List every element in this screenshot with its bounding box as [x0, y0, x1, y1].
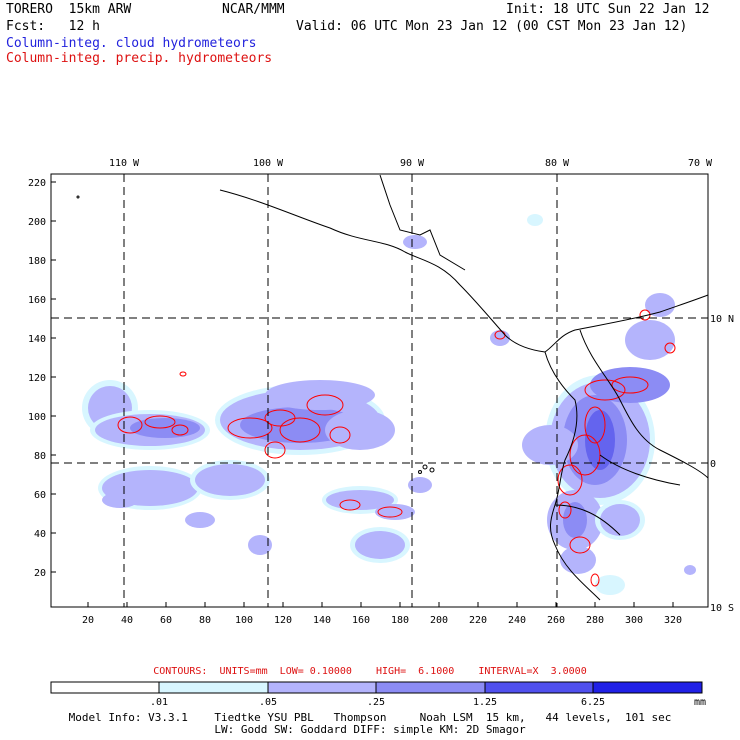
y-tick-label: 100: [28, 412, 46, 423]
lon-label: 80 W: [545, 158, 570, 169]
field-cloud-label: Column-integ. cloud hydrometeors: [6, 36, 257, 51]
x-tick-label: 280: [586, 615, 604, 626]
x-tick-label: 200: [430, 615, 448, 626]
x-tick-label: 120: [274, 615, 292, 626]
map-frame: [50, 173, 709, 608]
colorbar-unit: mm: [694, 697, 706, 708]
model-info-line1: Model Info: V3.3.1 Tiedtke YSU PBL Thomp…: [68, 711, 672, 724]
lat-lon-grid: [51, 174, 708, 607]
y-tick-label: 120: [28, 373, 46, 384]
y-tick-label: 200: [28, 217, 46, 228]
init-time: Init: 18 UTC Sun 22 Jan 12: [506, 2, 710, 17]
precip-contours: [117, 309, 676, 587]
colorbar-label: 6.25: [581, 697, 605, 708]
colorbar: .01 .05 .25 1.25 6.25 mm: [50, 681, 706, 708]
x-tick-label: 240: [508, 615, 526, 626]
x-tick-label: 300: [625, 615, 643, 626]
colorbar-label: 1.25: [473, 697, 497, 708]
y-tick-label: 40: [34, 529, 46, 540]
organization: NCAR/MMM: [222, 2, 285, 17]
lon-label: 110 W: [109, 158, 140, 169]
y-tick-label: 20: [34, 568, 46, 579]
y-tick-label: 60: [34, 490, 46, 501]
y-tick-label: 140: [28, 334, 46, 345]
lon-label: 70 W: [688, 158, 713, 169]
x-tick-label: 80: [199, 615, 211, 626]
x-tick-label: 60: [160, 615, 172, 626]
x-axis: 20 40 60 80 100 120 140 160 180 200 220 …: [82, 615, 682, 626]
x-tick-label: 160: [352, 615, 370, 626]
y-tick-label: 160: [28, 295, 46, 306]
x-tick-label: 320: [664, 615, 682, 626]
field-precip-label: Column-integ. precip. hydrometeors: [6, 51, 273, 66]
valid-time: Valid: 06 UTC Mon 23 Jan 12 (00 CST Mon …: [296, 19, 688, 34]
lat-label: 10 S: [710, 603, 734, 614]
x-tick-label: 20: [82, 615, 94, 626]
lat-label: 0: [710, 459, 716, 470]
colorbar-label: .05: [259, 697, 277, 708]
x-tick-label: 100: [235, 615, 253, 626]
forecast-hour: Fcst: 12 h: [6, 19, 100, 34]
colorbar-label: .01: [150, 697, 168, 708]
y-axis: 20 40 60 80 100 120 140 160 180 200 220: [28, 178, 46, 579]
lat-label: 10 N: [710, 314, 734, 325]
y-tick-label: 180: [28, 256, 46, 267]
contours-info: CONTOURS: UNITS=mm LOW= 0.10000 HIGH= 6.…: [153, 666, 587, 677]
y-tick-label: 220: [28, 178, 46, 189]
coastlines: [76, 174, 709, 601]
x-tick-label: 260: [547, 615, 565, 626]
x-tick-label: 180: [391, 615, 409, 626]
y-tick-label: 80: [34, 451, 46, 462]
model-info-line2: LW: Godd SW: Goddard DIFF: simple KM: 2D…: [214, 723, 526, 736]
colorbar-label: .25: [367, 697, 385, 708]
lon-label: 90 W: [400, 158, 425, 169]
x-tick-label: 140: [313, 615, 331, 626]
x-tick-label: 220: [469, 615, 487, 626]
lon-label: 100 W: [253, 158, 284, 169]
model-title: TORERO 15km ARW: [6, 2, 132, 17]
x-tick-label: 40: [121, 615, 133, 626]
